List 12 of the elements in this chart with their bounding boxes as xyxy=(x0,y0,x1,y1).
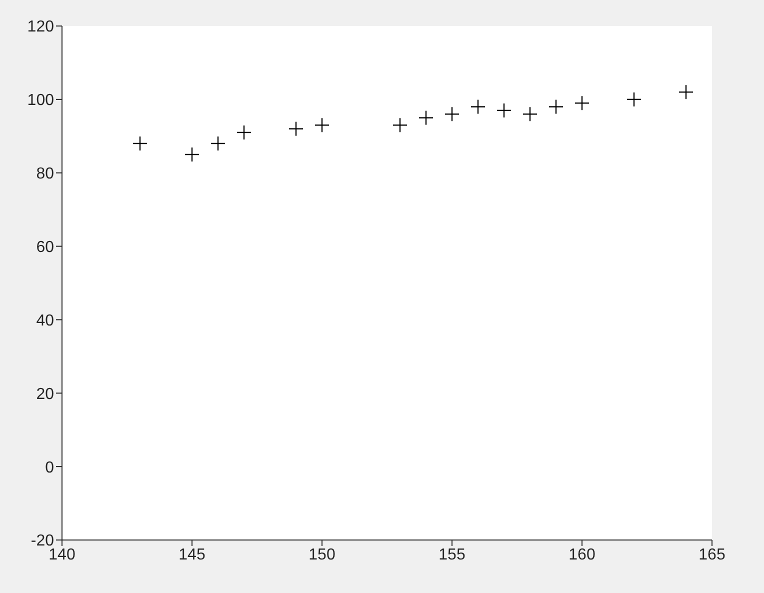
y-tick-label: 80 xyxy=(36,166,54,183)
y-tick-label: 100 xyxy=(27,92,54,110)
y-tick-label: 60 xyxy=(36,238,54,256)
y-tick-label: 40 xyxy=(36,312,54,330)
y-tick-label: 120 xyxy=(27,18,54,36)
x-tick-label: 165 xyxy=(698,546,726,564)
x-tick-label: 145 xyxy=(178,546,206,564)
x-tick-label: 155 xyxy=(438,546,466,564)
x-tick-label: 150 xyxy=(308,546,336,564)
y-tick-label: 20 xyxy=(36,386,54,403)
y-tick-label: 0 xyxy=(45,459,54,476)
x-tick-label: 160 xyxy=(568,546,596,564)
